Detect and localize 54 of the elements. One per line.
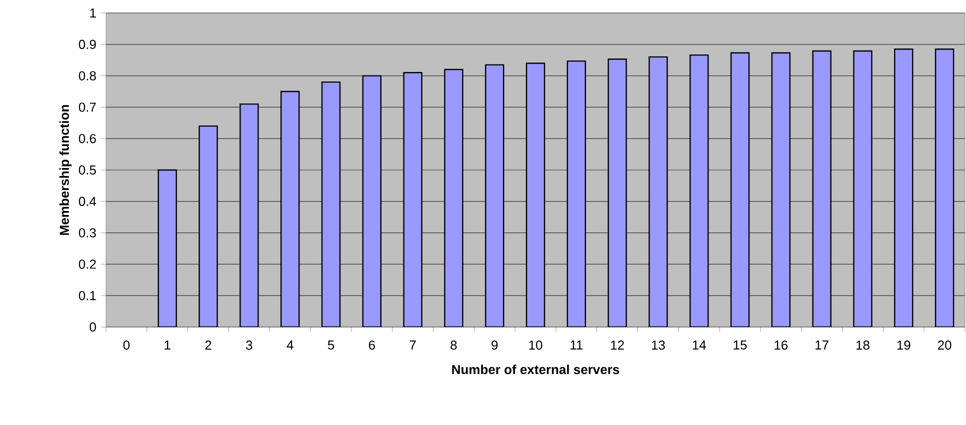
x-tick-label: 5: [328, 340, 334, 350]
x-tick-label: 17: [816, 340, 828, 350]
y-tick-label: 0.1: [78, 290, 96, 300]
x-tick-label: 20: [938, 340, 952, 350]
bar: [362, 75, 382, 327]
y-tick-label: 0.4: [78, 196, 96, 206]
bar: [240, 103, 259, 327]
bar: [485, 64, 504, 327]
x-tick-label: 0: [123, 340, 130, 350]
x-tick-label: 13: [652, 340, 665, 350]
bar: [526, 62, 546, 327]
y-tick-label: 0.9: [78, 40, 96, 49]
x-tick-label: 6: [368, 340, 375, 350]
y-tick-label: 1: [90, 8, 96, 18]
x-tick-label: 12: [611, 340, 624, 350]
y-tick-label: 0.3: [78, 228, 96, 238]
bar: [608, 58, 627, 327]
bar: [403, 72, 422, 327]
bar: [730, 52, 750, 327]
bar: [894, 48, 914, 327]
bar: [934, 48, 954, 327]
x-tick-label: 7: [410, 340, 416, 350]
bar: [812, 50, 832, 327]
x-tick-label: 1: [164, 340, 170, 350]
x-tick-label: 4: [286, 340, 294, 350]
x-tick-label: 2: [205, 340, 212, 350]
bar: [158, 169, 177, 327]
x-tick-label: 14: [692, 340, 706, 350]
y-tick-label: 0.8: [78, 71, 96, 80]
bar: [280, 90, 300, 327]
x-tick-label: 18: [856, 340, 870, 350]
x-tick-label: 8: [450, 340, 457, 350]
x-tick-label: 19: [897, 340, 910, 350]
bar: [198, 125, 218, 327]
bar: [771, 52, 791, 327]
x-axis-title: Number of external servers: [452, 364, 620, 374]
x-tick-label: 10: [529, 340, 542, 350]
bar: [690, 54, 709, 327]
x-tick-label: 16: [774, 340, 788, 350]
y-tick-label: 0.5: [78, 165, 96, 175]
y-tick-label: 0: [90, 322, 96, 332]
y-tick-label: 0.6: [78, 134, 96, 144]
x-tick-label: 11: [570, 340, 583, 350]
x-tick-label: 3: [246, 340, 252, 350]
x-tick-label: 9: [492, 340, 498, 350]
y-tick-label: 0.2: [78, 260, 96, 269]
y-axis-title: Membership function: [59, 105, 72, 235]
bar: [648, 56, 668, 327]
x-tick-label: 15: [734, 340, 747, 350]
y-tick-label: 0.7: [78, 102, 96, 112]
bar: [444, 68, 464, 327]
bar: [321, 81, 341, 327]
bar: [566, 60, 586, 327]
bar: [853, 50, 872, 327]
